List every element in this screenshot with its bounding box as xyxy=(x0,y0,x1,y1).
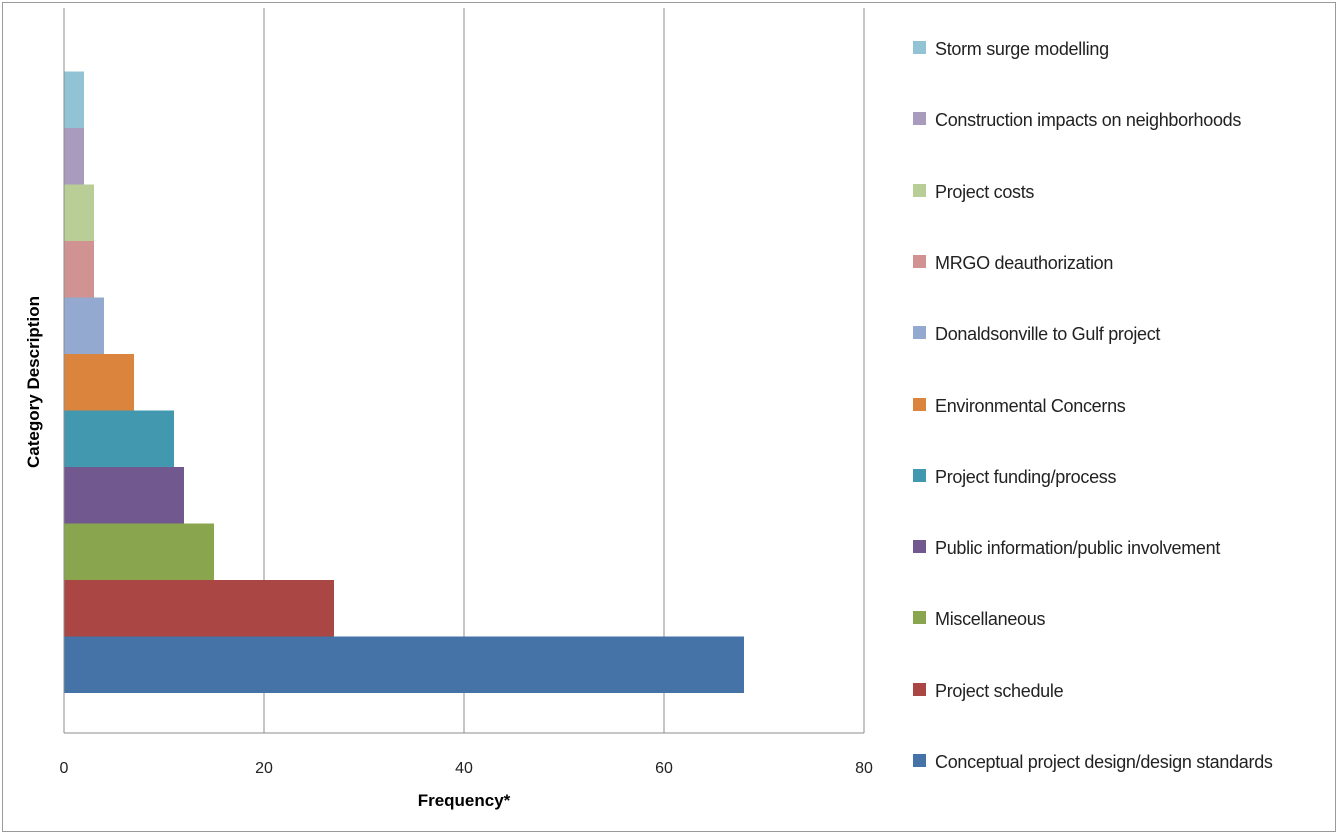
bar xyxy=(64,71,84,128)
bar xyxy=(64,467,184,524)
bar xyxy=(64,241,94,298)
legend-label: Storm surge modelling xyxy=(935,39,1109,59)
legend-swatch xyxy=(913,682,926,696)
legend-swatch xyxy=(913,112,926,126)
legend-label: Miscellaneous xyxy=(935,609,1046,630)
legend-swatch xyxy=(913,41,926,54)
bar xyxy=(64,184,94,241)
legend-swatch xyxy=(913,326,926,340)
legend-label: Public information/public involvement xyxy=(935,538,1221,559)
legend-swatch xyxy=(913,468,926,482)
legend-label: Conceptual project design/design standar… xyxy=(935,752,1273,772)
legend-label: Construction impacts on neighborhoods xyxy=(935,110,1242,131)
legend-item: Storm surge modelling xyxy=(913,37,1335,61)
legend-item: Project funding/process xyxy=(913,465,1335,489)
bars xyxy=(64,71,744,693)
legend-item: Environmental Concerns xyxy=(913,394,1335,418)
legend-swatch xyxy=(913,397,926,411)
legend-label: Project schedule xyxy=(935,680,1064,701)
x-tick-label: 80 xyxy=(855,760,873,777)
legend-label: Donaldsonville to Gulf project xyxy=(935,324,1161,345)
axes xyxy=(63,8,864,734)
x-tick-label: 60 xyxy=(655,760,673,777)
legend: Storm surge modelling Construction impact… xyxy=(913,0,1333,836)
legend-item: Project schedule xyxy=(913,679,1335,703)
bar xyxy=(64,523,214,580)
legend-swatch xyxy=(913,611,926,625)
legend-item: Conceptual project design/design standar… xyxy=(913,750,1285,774)
x-axis-title: Frequency* xyxy=(418,791,511,810)
legend-item: Miscellaneous xyxy=(913,607,1335,631)
legend-item: Project costs xyxy=(913,180,1335,204)
gridlines xyxy=(263,8,865,733)
bar xyxy=(64,410,174,467)
legend-swatch xyxy=(913,183,926,197)
bar xyxy=(64,128,84,185)
legend-swatch xyxy=(913,754,926,767)
legend-label: Project funding/process xyxy=(935,466,1117,487)
bar xyxy=(64,636,744,693)
x-tick-label: 0 xyxy=(60,760,69,777)
legend-item: MRGO deauthorization xyxy=(913,251,1335,275)
x-tick-label: 40 xyxy=(455,760,473,777)
x-tick-label: 20 xyxy=(255,760,273,777)
y-axis-title: Category Description xyxy=(24,296,43,468)
legend-item: Construction impacts on neighborhoods xyxy=(913,108,1335,132)
x-tick-labels: 0 20 40 60 80 xyxy=(60,760,873,777)
legend-label: MRGO deauthorization xyxy=(935,252,1114,273)
bar xyxy=(64,297,104,354)
legend-item: Public information/public involvement xyxy=(913,536,1335,560)
bar xyxy=(64,354,134,411)
bar xyxy=(64,580,334,637)
legend-swatch xyxy=(913,540,926,554)
legend-swatch xyxy=(913,254,926,268)
legend-item: Donaldsonville to Gulf project xyxy=(913,322,1335,346)
legend-label: Project costs xyxy=(935,181,1035,202)
legend-label: Environmental Concerns xyxy=(935,395,1126,416)
